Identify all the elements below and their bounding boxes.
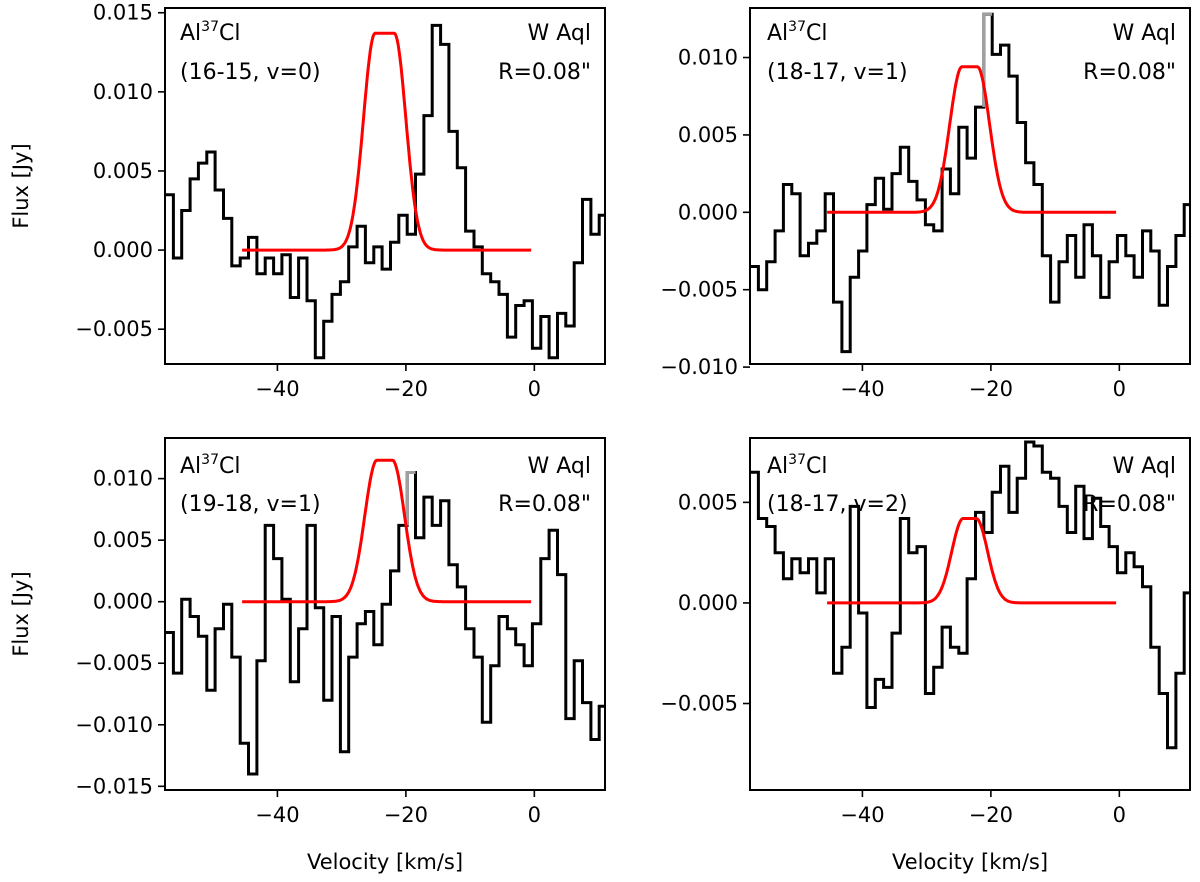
xlabel-bottom-left: Velocity [km/s]: [307, 850, 463, 874]
x-tick-label: 0: [528, 377, 541, 401]
model-fit-line: [242, 458, 532, 604]
star-label-bottom-left: W Aql: [528, 454, 592, 479]
x-tick-label: −20: [969, 803, 1013, 827]
radius-label-bottom-right: R=0.08": [1083, 492, 1176, 517]
isotope-superscript: 37: [201, 19, 219, 35]
spectrum-line: [165, 23, 605, 360]
y-tick-label: −0.005: [75, 651, 153, 675]
traces-bottom-right: [750, 440, 1190, 750]
x-tick-label: −40: [840, 377, 884, 401]
y-tick-label: −0.010: [75, 713, 153, 737]
molecule-label-bottom-left: Al37Cl: [180, 452, 240, 479]
model-fit-line: [827, 517, 1117, 605]
panel-bottom-left: −40 −20 0 −0.015 −0.010 −0.005 0.000 0.005 0.010…: [9, 437, 606, 874]
radius-label-top-right: R=0.08": [1083, 60, 1176, 85]
star-label-top-right: W Aql: [1113, 21, 1177, 46]
molecule-label-bottom-right: Al37Cl: [767, 452, 827, 479]
y-tick-label: 0.000: [93, 238, 153, 262]
panel-top-left: −40 −20 0 −0.005 0.000 0.005 0.010 0.015 Al37Cl…: [9, 1, 606, 401]
y-tick-label: −0.010: [660, 355, 738, 379]
spectrum-line: [750, 12, 1190, 354]
transition-label-bottom-right: (18-17, v=2): [767, 492, 908, 517]
x-tick-label: 0: [1113, 377, 1126, 401]
y-tick-label: 0.005: [93, 159, 153, 183]
x-tick-label: −40: [840, 803, 884, 827]
x-tick-label: −20: [969, 377, 1013, 401]
y-tick-label: −0.005: [660, 278, 738, 302]
star-label-bottom-right: W Aql: [1113, 454, 1177, 479]
y-tick-label: −0.005: [660, 692, 738, 716]
y-tick-label: 0.010: [93, 467, 153, 491]
traces-top-right: [750, 12, 1190, 354]
ticks-bottom-left: −40 −20 0 −0.015 −0.010 −0.005 0.000 0.005 0.010: [75, 467, 541, 827]
transition-label-bottom-left: (19-18, v=1): [180, 492, 321, 517]
plot-frame-bottom-right: [749, 437, 1191, 791]
masked-channel: [405, 470, 416, 526]
spectrum-line: [165, 471, 605, 776]
model-fit-line: [827, 65, 1117, 214]
masked-channel: [982, 12, 993, 108]
x-tick-label: −20: [384, 803, 428, 827]
transition-label-top-right: (18-17, v=1): [767, 60, 908, 85]
x-tick-label: 0: [1113, 803, 1126, 827]
y-tick-label: −0.005: [75, 317, 153, 341]
y-tick-label: 0.005: [93, 528, 153, 552]
panel-bottom-right: −40 −20 0 −0.005 0.000 0.005 Al37Cl (18-17, v…: [660, 437, 1191, 874]
radius-label-bottom-left: R=0.08": [498, 492, 591, 517]
y-tick-label: 0.000: [678, 200, 738, 224]
x-tick-label: 0: [528, 803, 541, 827]
panel-top-right: −40 −20 0 −0.010 −0.005 0.000 0.005 0.010 Al37C…: [660, 7, 1191, 401]
y-tick-label: 0.015: [93, 1, 153, 25]
xlabel-bottom-right: Velocity [km/s]: [892, 850, 1048, 874]
x-tick-label: −40: [255, 377, 299, 401]
molecule-label-top-left: Al37Cl: [180, 19, 240, 46]
y-tick-label: 0.000: [678, 591, 738, 615]
ylabel-top-left: Flux [Jy]: [9, 143, 33, 228]
isotope-superscript: 37: [201, 452, 219, 468]
ticks-top-right: −40 −20 0 −0.010 −0.005 0.000 0.005 0.010: [660, 46, 1126, 401]
y-tick-label: 0.005: [678, 123, 738, 147]
star-label-top-left: W Aql: [528, 21, 592, 46]
ticks-bottom-right: −40 −20 0 −0.005 0.000 0.005: [660, 490, 1126, 827]
radius-label-top-left: R=0.08": [498, 60, 591, 85]
y-tick-label: 0.010: [93, 80, 153, 104]
x-tick-label: −40: [255, 803, 299, 827]
y-tick-label: 0.010: [678, 46, 738, 70]
y-tick-label: −0.015: [75, 774, 153, 798]
traces-bottom-left: [165, 458, 605, 776]
model-fit-line: [242, 31, 532, 252]
traces-top-left: [165, 23, 605, 360]
isotope-superscript: 37: [788, 19, 806, 35]
plot-frame-top-left: [164, 7, 606, 365]
plot-frame-top-right: [749, 7, 1191, 365]
isotope-superscript: 37: [788, 452, 806, 468]
y-tick-label: 0.000: [93, 590, 153, 614]
x-tick-label: −20: [384, 377, 428, 401]
transition-label-top-left: (16-15, v=0): [180, 60, 321, 85]
molecule-label-top-right: Al37Cl: [767, 19, 827, 46]
ylabel-bottom-left: Flux [Jy]: [9, 571, 33, 656]
spectrum-line: [750, 440, 1190, 750]
y-tick-label: 0.005: [678, 490, 738, 514]
ticks-top-left: −40 −20 0 −0.005 0.000 0.005 0.010 0.015: [75, 1, 541, 401]
plot-frame-bottom-left: [164, 437, 606, 791]
